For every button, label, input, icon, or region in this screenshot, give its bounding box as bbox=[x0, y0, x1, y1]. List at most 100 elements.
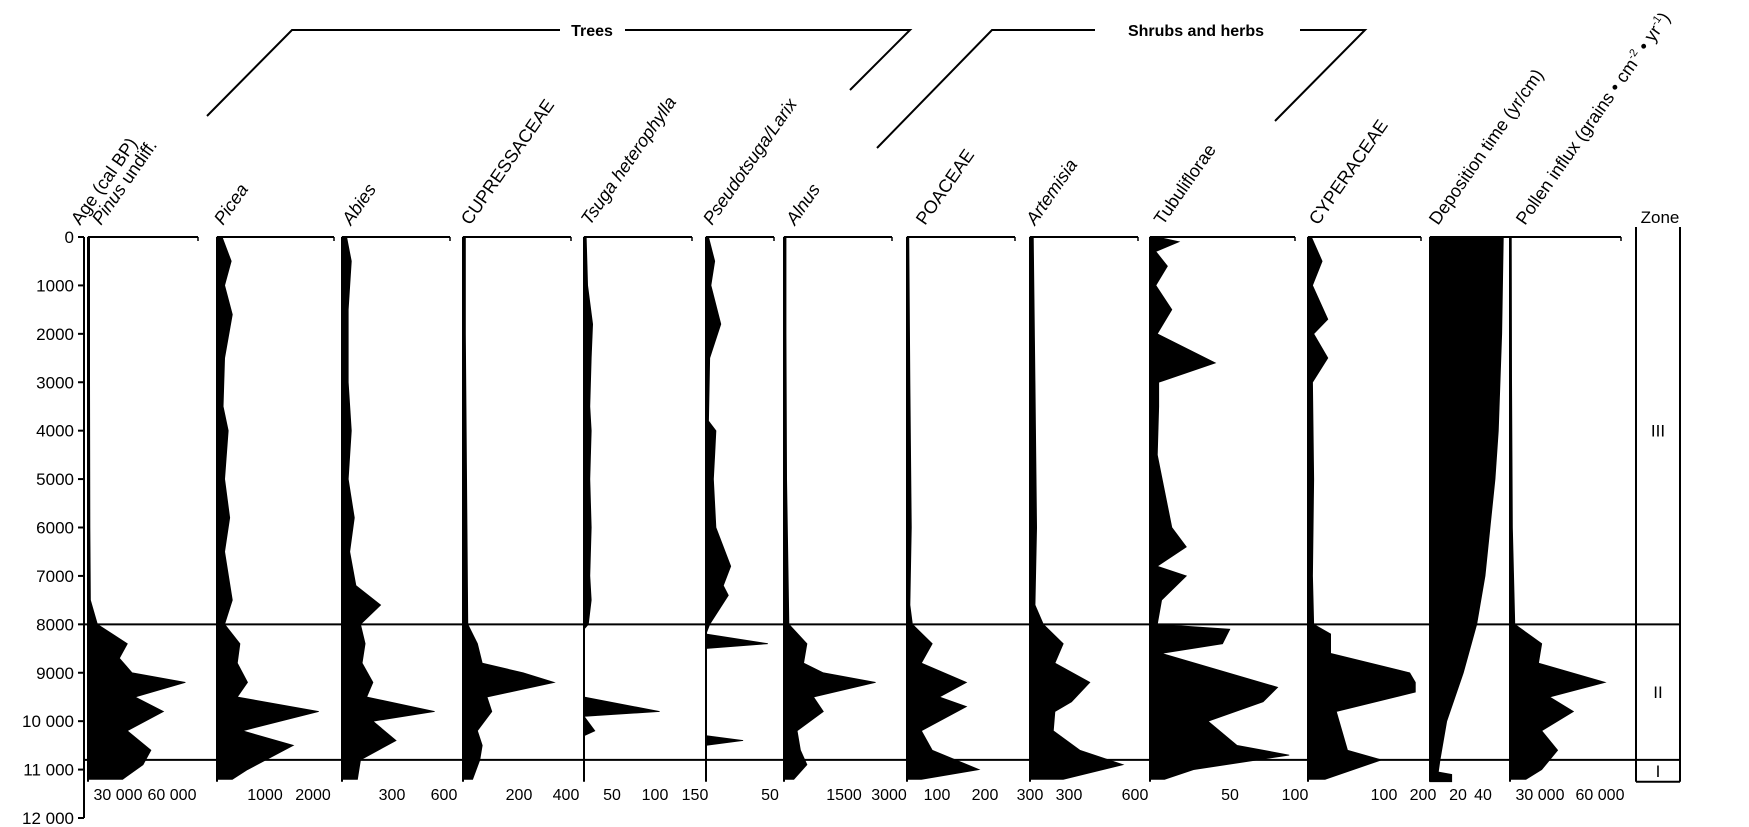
panel-pollen-influx: 30 000 60 000 Pollen influx (grains • cm-2… bbox=[1509, 9, 1674, 804]
x-tick-label: 30 000 bbox=[1516, 787, 1565, 804]
shrubs-bracket-right bbox=[1274, 29, 1368, 122]
shrubs-bracket bbox=[876, 29, 1095, 149]
label-plain-part: POACEAE bbox=[912, 146, 978, 229]
age-tick-label: 5000 bbox=[36, 470, 74, 489]
column-label-alnus: Alnus bbox=[781, 180, 824, 229]
profile-alnus bbox=[783, 236, 876, 780]
x-tick-label: 40 bbox=[1474, 787, 1492, 804]
profile-tubuliflorae bbox=[1149, 236, 1290, 780]
profile-cupressaceae bbox=[462, 236, 556, 780]
x-tick-label: 200 bbox=[1410, 787, 1437, 804]
panel-alnus: 1500 3000 Alnus bbox=[781, 180, 907, 804]
x-tick-label: 300 bbox=[1017, 787, 1044, 804]
profile-pseudotsuga-larix bbox=[705, 236, 768, 780]
label-plain-part: CUPRESSACEAE bbox=[457, 96, 558, 229]
label-plain-part: Pollen influx (grains bbox=[1512, 88, 1618, 228]
age-tick-label: 3000 bbox=[36, 373, 74, 392]
column-label-pollen-influx: Pollen influx (grains • cm-2 • yr-1) bbox=[1512, 9, 1674, 229]
profile-poaceae bbox=[906, 236, 981, 780]
panel-poaceae: 100 200 300 POACEAE bbox=[906, 146, 1044, 804]
label-italic-part: Tsuga heterophylla bbox=[577, 93, 680, 229]
column-label-picea: Picea bbox=[210, 180, 252, 228]
column-label-cyperaceae: CYPERACEAE bbox=[1305, 116, 1392, 228]
x-tick-label: 100 bbox=[1371, 787, 1398, 804]
x-tick-label: 100 bbox=[1282, 787, 1309, 804]
age-tick-label: 1000 bbox=[36, 276, 74, 295]
panel-cyperaceae: 100 200 CYPERACEAE bbox=[1305, 116, 1437, 804]
trees-bracket-right bbox=[625, 29, 913, 91]
column-label-tubuliflorae: Tubuliflorae bbox=[1150, 140, 1220, 228]
column-label-cupressaceae: CUPRESSACEAE bbox=[457, 96, 558, 229]
age-tick-label: 10 000 bbox=[22, 712, 74, 731]
profile-deposition-time-yr-cm bbox=[1429, 236, 1504, 783]
x-tick-label: 1000 bbox=[247, 787, 283, 804]
x-tick-label: 20 bbox=[1449, 787, 1467, 804]
panel-tubuliflorae: 50 100 Tubuliflorae bbox=[1149, 140, 1309, 804]
label-italic-part: Alnus bbox=[781, 180, 824, 229]
x-tick-label: 3000 bbox=[871, 787, 907, 804]
zone-header: Zone bbox=[1641, 208, 1680, 227]
x-tick-label: 100 bbox=[924, 787, 951, 804]
label-plain-part: CYPERACEAE bbox=[1305, 116, 1392, 228]
column-label-poaceae: POACEAE bbox=[912, 146, 978, 229]
label-italic-part: Abies bbox=[337, 180, 380, 229]
zone-label-ii: II bbox=[1653, 683, 1662, 702]
label-italic-part: Artemisia bbox=[1021, 155, 1081, 229]
x-tick-label: 50 bbox=[1221, 787, 1239, 804]
panel-picea: 1000 2000 Picea bbox=[210, 180, 335, 804]
x-tick-label: 50 bbox=[761, 787, 779, 804]
x-tick-label: 400 bbox=[553, 787, 580, 804]
panel-artemisia: 300 600 Artemisia bbox=[1021, 155, 1148, 804]
panel-cupressaceae: 200 400 CUPRESSACEAE bbox=[457, 96, 580, 804]
zone-label-iii: III bbox=[1651, 422, 1665, 441]
x-tick-label: 30 000 bbox=[94, 787, 143, 804]
zone-label-i: I bbox=[1656, 762, 1661, 781]
profile-tsuga-heterophylla bbox=[583, 236, 660, 780]
x-tick-label: 60 000 bbox=[148, 787, 197, 804]
profile-artemisia bbox=[1029, 236, 1125, 780]
x-tick-label: 2000 bbox=[295, 787, 331, 804]
profile-picea bbox=[216, 236, 319, 780]
x-tick-label: 300 bbox=[1056, 787, 1083, 804]
column-label-abies: Abies bbox=[337, 180, 380, 229]
age-tick-label: 0 bbox=[65, 228, 74, 247]
column-label-tsuga-heterophylla: Tsuga heterophylla bbox=[577, 93, 680, 229]
age-tick-label: 11 000 bbox=[23, 761, 74, 780]
x-tick-label: 150 bbox=[682, 787, 709, 804]
profile-abies bbox=[341, 236, 435, 780]
group-label-shrubs-herbs: Shrubs and herbs bbox=[1128, 23, 1264, 40]
age-tick-label: 2000 bbox=[36, 325, 74, 344]
label-dot: • cm bbox=[1602, 55, 1642, 99]
profile-pinus-undiff bbox=[87, 236, 186, 780]
age-tick-label: 12 000 bbox=[22, 809, 74, 827]
x-tick-label: 1500 bbox=[826, 787, 862, 804]
profile-cyperaceae bbox=[1307, 236, 1416, 780]
age-tick-label: 9000 bbox=[36, 664, 74, 683]
x-tick-label: 300 bbox=[379, 787, 406, 804]
trees-bracket bbox=[206, 29, 560, 117]
x-tick-label: 100 bbox=[642, 787, 669, 804]
column-label-artemisia: Artemisia bbox=[1021, 155, 1081, 229]
age-tick-label: 4000 bbox=[36, 422, 74, 441]
profile-pollen-influx bbox=[1509, 236, 1607, 780]
panel-abies: 300 600 Abies bbox=[337, 180, 457, 804]
panel-tsuga-heterophylla: 50 100 150 Tsuga heterophylla bbox=[577, 93, 709, 804]
x-tick-label: 50 bbox=[603, 787, 621, 804]
age-tick-label: 8000 bbox=[36, 615, 74, 634]
label-plain-part: Tubuliflorae bbox=[1150, 140, 1220, 228]
x-tick-label: 60 000 bbox=[1576, 787, 1625, 804]
column-label-pseudotsuga-larix: Pseudotsuga/Larix bbox=[699, 94, 801, 228]
age-tick-label: 7000 bbox=[36, 567, 74, 586]
x-tick-label: 600 bbox=[431, 787, 458, 804]
x-tick-label: 200 bbox=[506, 787, 533, 804]
label-italic-part: Picea bbox=[210, 180, 252, 228]
x-tick-label: 200 bbox=[972, 787, 999, 804]
label-italic-part: Pseudotsuga/Larix bbox=[699, 94, 801, 228]
age-tick-label: 6000 bbox=[36, 519, 74, 538]
group-headers: Trees Shrubs and herbs bbox=[206, 23, 1368, 149]
group-label-trees: Trees bbox=[571, 23, 613, 40]
